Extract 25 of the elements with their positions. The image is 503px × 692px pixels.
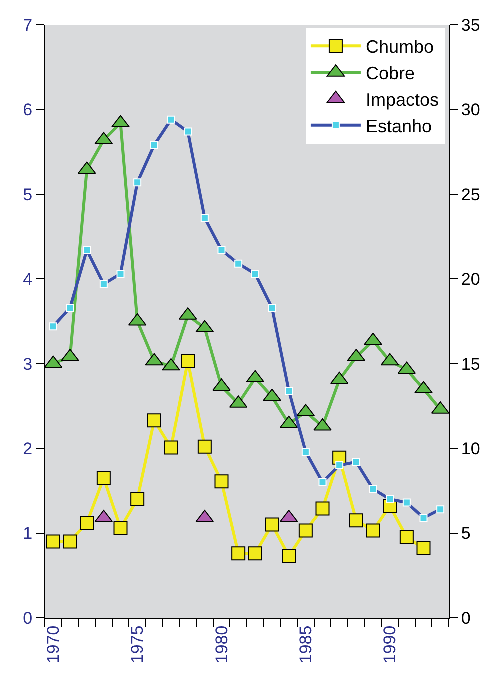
y-tick-label: 3 — [23, 354, 33, 374]
x-tick-label: 1975 — [128, 626, 148, 664]
legend-label: Impactos — [366, 90, 439, 110]
y2-tick-label: 35 — [461, 16, 480, 35]
x-tick-label: 1970 — [44, 626, 63, 664]
y-tick-label: 5 — [23, 185, 33, 204]
y-tick-label: 7 — [23, 16, 33, 35]
legend-label: Estanho — [366, 116, 432, 136]
x-tick-label: 1990 — [380, 626, 400, 664]
x-tick-label: 1985 — [296, 626, 316, 664]
y-tick-label: 6 — [23, 100, 33, 120]
y-tick-label: 1 — [23, 524, 33, 544]
y2-tick-label: 20 — [461, 270, 480, 290]
y2-tick-label: 0 — [461, 608, 471, 628]
legend-label: Chumbo — [366, 37, 434, 58]
y-tick-label: 0 — [23, 608, 33, 628]
y2-tick-label: 15 — [461, 354, 480, 374]
y-tick-label: 4 — [23, 270, 33, 290]
y-tick-label: 2 — [23, 440, 33, 459]
y2-tick-label: 30 — [461, 100, 480, 120]
y2-tick-label: 5 — [461, 524, 471, 544]
legend-label: Cobre — [366, 64, 415, 84]
y2-tick-label: 25 — [461, 185, 480, 204]
x-tick-label: 1980 — [212, 626, 232, 664]
y2-tick-label: 10 — [461, 440, 480, 459]
